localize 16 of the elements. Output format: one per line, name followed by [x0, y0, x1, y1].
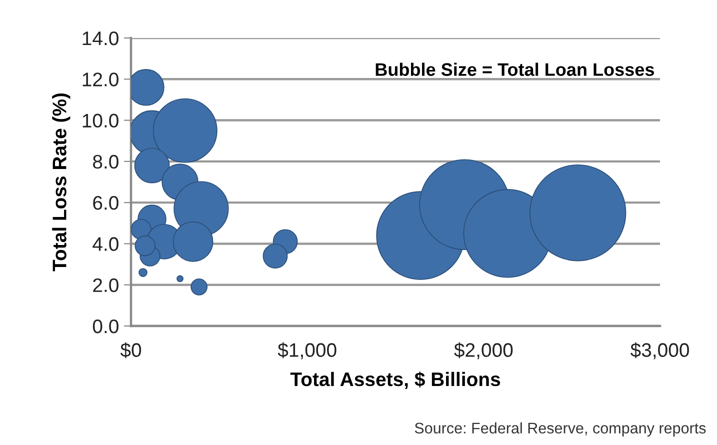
x-tick-label: $2,000: [454, 342, 513, 360]
y-tick-label: 12.0: [82, 72, 118, 86]
y-tick-label: 8.0: [93, 154, 118, 169]
x-tick-label: $3,000: [630, 342, 689, 360]
x-axis-title: Total Assets, $ Billions: [290, 372, 500, 390]
x-tick-label: $1,000: [278, 342, 336, 360]
x-tick-label: $0: [120, 342, 142, 358]
y-tick-label: 6.0: [93, 196, 118, 210]
y-tick-label: 10.0: [82, 114, 118, 128]
source-note: Source: Federal Reserve, company reports: [414, 422, 706, 437]
annotation: Bubble Size = Total Loan Losses: [376, 62, 654, 76]
y-tick-label: 0.0: [92, 319, 118, 334]
y-axis-title: Total Loss Rate (%): [52, 93, 70, 272]
y-tick-label: 2.0: [93, 278, 118, 292]
y-tick-label: 4.0: [92, 237, 118, 251]
y-tick-label: 14.0: [82, 31, 118, 46]
